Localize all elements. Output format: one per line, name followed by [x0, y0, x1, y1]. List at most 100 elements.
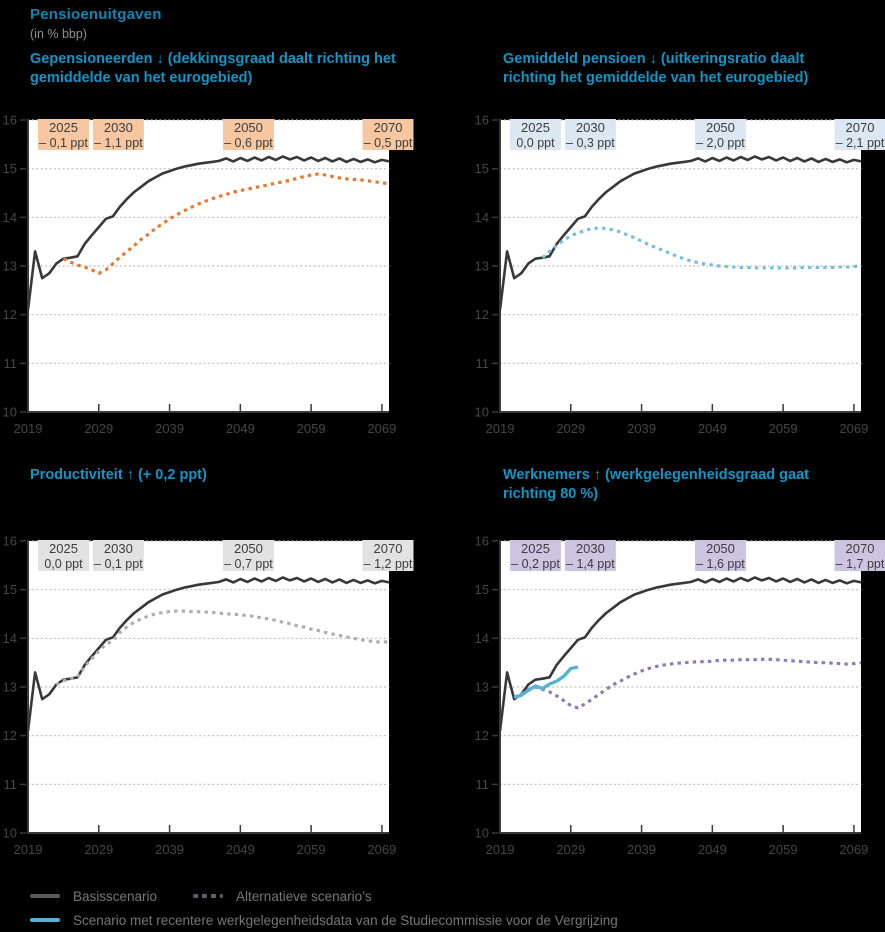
svg-text:16: 16	[475, 534, 489, 549]
svg-text:2025: 2025	[49, 541, 78, 556]
svg-text:2030: 2030	[104, 120, 133, 135]
svg-text:15: 15	[475, 582, 489, 597]
svg-text:2069: 2069	[839, 842, 868, 857]
svg-text:13: 13	[475, 680, 489, 695]
svg-text:2030: 2030	[576, 541, 605, 556]
svg-text:13: 13	[475, 259, 489, 274]
chart-werknemers: 2025– 0,2 ppt 2030– 1,4 ppt 2050– 1,6 ppt 2…	[443, 531, 885, 871]
svg-text:15: 15	[3, 161, 17, 176]
svg-text:– 0,1 ppt: – 0,1 ppt	[39, 136, 88, 150]
svg-text:13: 13	[3, 680, 17, 695]
svg-text:2029: 2029	[556, 842, 585, 857]
svg-text:– 0,5 ppt: – 0,5 ppt	[364, 136, 413, 150]
svg-text:2069: 2069	[367, 421, 396, 436]
svg-text:2070: 2070	[374, 541, 403, 556]
svg-text:2039: 2039	[627, 421, 656, 436]
figure-header: Pensioenuitgaven (in % bbp)	[30, 6, 162, 41]
svg-text:2019: 2019	[486, 842, 515, 857]
svg-text:2050: 2050	[706, 541, 735, 556]
legend-item-scvv-scenario: Scenario met recentere werkgelegenheidsd…	[30, 913, 618, 928]
svg-text:– 1,7 ppt: – 1,7 ppt	[836, 557, 885, 571]
panel-title-productiviteit: Productiviteit ↑ (+ 0,2 ppt)	[30, 466, 416, 485]
svg-text:– 0,1 ppt: – 0,1 ppt	[94, 557, 143, 571]
svg-text:– 2,1 ppt: – 2,1 ppt	[836, 136, 885, 150]
svg-text:14: 14	[475, 210, 489, 225]
legend-item-basisscenario: Basisscenario	[30, 889, 157, 904]
svg-text:10: 10	[3, 405, 17, 420]
svg-text:2025: 2025	[521, 541, 550, 556]
svg-text:2030: 2030	[576, 120, 605, 135]
svg-text:14: 14	[3, 631, 17, 646]
svg-text:2050: 2050	[234, 541, 263, 556]
svg-text:2049: 2049	[698, 421, 727, 436]
dotted-line-swatch-icon	[193, 894, 223, 898]
figure-title: Pensioenuitgaven	[30, 6, 162, 23]
svg-text:15: 15	[3, 582, 17, 597]
svg-text:2059: 2059	[297, 421, 326, 436]
svg-text:10: 10	[475, 405, 489, 420]
svg-text:12: 12	[3, 307, 17, 322]
svg-text:2039: 2039	[155, 842, 184, 857]
svg-text:2050: 2050	[234, 120, 263, 135]
svg-text:2039: 2039	[155, 421, 184, 436]
svg-text:12: 12	[475, 728, 489, 743]
svg-text:16: 16	[3, 113, 17, 128]
svg-text:– 0,6 ppt: – 0,6 ppt	[224, 136, 273, 150]
panel-title-gepensioneerden: Gepensioneerden ↓ (dekkingsgraad daalt r…	[30, 50, 416, 88]
svg-text:– 1,4 ppt: – 1,4 ppt	[566, 557, 615, 571]
svg-text:– 1,6 ppt: – 1,6 ppt	[696, 557, 745, 571]
svg-text:– 1,1 ppt: – 1,1 ppt	[94, 136, 143, 150]
svg-text:2059: 2059	[297, 842, 326, 857]
svg-text:– 0,3 ppt: – 0,3 ppt	[566, 136, 615, 150]
legend-row-2: Scenario met recentere werkgelegenheidsd…	[30, 908, 618, 932]
svg-text:– 0,7 ppt: – 0,7 ppt	[224, 557, 273, 571]
svg-text:2050: 2050	[706, 120, 735, 135]
svg-text:2025: 2025	[49, 120, 78, 135]
legend-label: Basisscenario	[73, 889, 157, 904]
svg-text:2069: 2069	[839, 421, 868, 436]
svg-text:2049: 2049	[698, 842, 727, 857]
panel-title-werknemers: Werknemers ↑ (werkgelegenheidsgraad gaat…	[503, 466, 855, 504]
svg-text:2029: 2029	[556, 421, 585, 436]
chart-gepensioneerden: 2025– 0,1 ppt 2030– 1,1 ppt 2050– 0,6 ppt 2…	[0, 110, 442, 450]
legend-row-1: Basisscenario Alternatieve scenario’s	[30, 884, 618, 908]
solid-line-swatch-icon	[30, 894, 60, 898]
svg-text:2049: 2049	[226, 421, 255, 436]
svg-text:11: 11	[4, 356, 18, 371]
svg-text:14: 14	[3, 210, 17, 225]
svg-text:12: 12	[475, 307, 489, 322]
svg-text:14: 14	[475, 631, 489, 646]
svg-text:2059: 2059	[769, 421, 798, 436]
svg-text:13: 13	[3, 259, 17, 274]
svg-text:11: 11	[476, 356, 490, 371]
svg-text:16: 16	[475, 113, 489, 128]
svg-text:0,0 ppt: 0,0 ppt	[44, 557, 83, 571]
svg-text:10: 10	[3, 826, 17, 841]
svg-text:2025: 2025	[521, 120, 550, 135]
legend-item-alternatieve-scenarios: Alternatieve scenario’s	[193, 889, 372, 904]
figure-subtitle: (in % bbp)	[30, 27, 162, 41]
svg-text:– 1,2 ppt: – 1,2 ppt	[364, 557, 413, 571]
svg-text:2019: 2019	[14, 421, 43, 436]
legend-label: Scenario met recentere werkgelegenheidsd…	[73, 913, 618, 928]
svg-text:11: 11	[4, 777, 18, 792]
legend-label: Alternatieve scenario’s	[236, 889, 372, 904]
svg-text:15: 15	[475, 161, 489, 176]
svg-text:2029: 2029	[84, 842, 113, 857]
svg-text:– 0,2 ppt: – 0,2 ppt	[511, 557, 560, 571]
svg-text:– 2,0 ppt: – 2,0 ppt	[696, 136, 745, 150]
svg-text:2070: 2070	[846, 120, 875, 135]
solid-blue-line-swatch-icon	[30, 918, 60, 922]
svg-text:12: 12	[3, 728, 17, 743]
svg-text:2070: 2070	[846, 541, 875, 556]
svg-text:2019: 2019	[486, 421, 515, 436]
svg-text:2019: 2019	[14, 842, 43, 857]
panel-title-gemiddeld-pensioen: Gemiddeld pensioen ↓ (uitkeringsratio da…	[503, 50, 855, 88]
svg-text:2069: 2069	[367, 842, 396, 857]
svg-text:2039: 2039	[627, 842, 656, 857]
svg-text:10: 10	[475, 826, 489, 841]
svg-text:2030: 2030	[104, 541, 133, 556]
svg-text:11: 11	[476, 777, 490, 792]
